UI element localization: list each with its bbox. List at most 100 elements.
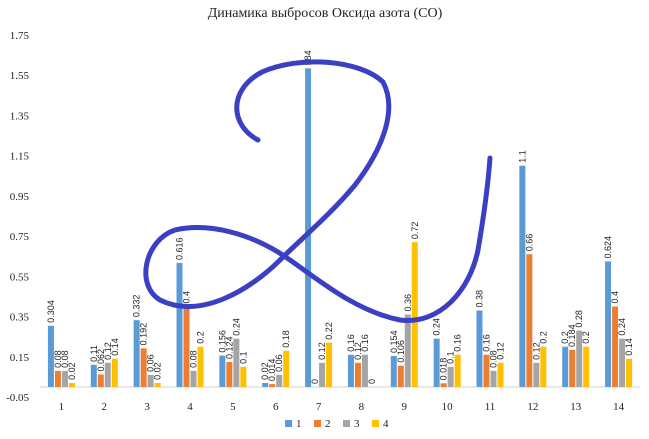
- x-tick-label: 7: [316, 401, 322, 413]
- y-tick-label: 1.75: [10, 30, 30, 42]
- bar-series-1: [347, 354, 354, 387]
- bar-series-1: [476, 310, 483, 387]
- data-label: 0.192: [139, 323, 149, 346]
- data-label: 0.02: [67, 362, 77, 380]
- data-label: 0.38: [475, 290, 485, 308]
- bar-series-3: [276, 374, 283, 387]
- data-label: 0.24: [617, 318, 627, 336]
- x-axis: 1 2 3 4 5 6 7 8 9 10 11 12 13 14: [40, 386, 640, 413]
- bar-series-2: [97, 374, 104, 387]
- data-label: 0.2: [538, 331, 548, 344]
- bar-series-3: [61, 370, 68, 387]
- bar-series-2: [54, 370, 61, 387]
- bar-series-1: [305, 68, 312, 387]
- legend-swatch-3: [343, 420, 350, 427]
- bar-series-1: [562, 346, 569, 387]
- data-label: 0.12: [496, 342, 506, 360]
- data-label: 0.106: [396, 340, 406, 363]
- data-label: 0.4: [610, 291, 620, 304]
- bar-series-3: [233, 338, 240, 387]
- data-label: 0.14: [624, 338, 634, 356]
- bar-series-4: [454, 354, 461, 387]
- bar-series-4: [497, 362, 504, 387]
- chart-title: Динамика выбросов Оксида азота (СО): [208, 6, 443, 21]
- y-tick-label: -0.05: [6, 392, 29, 404]
- bar-series-4: [583, 346, 590, 387]
- data-label: 0.12: [353, 342, 363, 360]
- x-tick-label: 11: [485, 401, 496, 413]
- data-label: 0.06: [274, 354, 284, 372]
- bar-series-4: [540, 346, 547, 387]
- data-label: 0.2: [196, 331, 206, 344]
- bar-series-1: [605, 261, 612, 387]
- bar-series-2: [226, 362, 233, 387]
- y-tick-label: 0.55: [10, 271, 30, 283]
- legend-swatch-1: [285, 420, 292, 427]
- x-tick-label: 1: [59, 401, 65, 413]
- data-label: 0.16: [346, 334, 356, 352]
- data-label: 0.154: [389, 330, 399, 353]
- data-label: 0.02: [153, 362, 163, 380]
- bar-series-1: [519, 165, 526, 387]
- bar-series-1: [90, 364, 97, 387]
- x-tick-label: 6: [273, 401, 279, 413]
- data-label: 0.1: [238, 351, 248, 364]
- scribble-annotation: [143, 59, 493, 323]
- bar-series-1: [133, 320, 140, 387]
- bar-series-2: [397, 365, 404, 387]
- bar-series-3: [576, 330, 583, 387]
- data-label: 0.616: [175, 238, 185, 261]
- data-label: 0.156: [217, 330, 227, 353]
- legend-swatch-4: [372, 420, 379, 427]
- bar-series-2: [183, 306, 190, 387]
- data-label: 0.014: [267, 359, 277, 382]
- data-label: 0.18: [281, 330, 291, 348]
- data-label: 1.1: [517, 150, 527, 163]
- bar-series-2: [483, 354, 490, 387]
- bar-series-4: [326, 342, 333, 387]
- bar-series-1: [47, 325, 54, 387]
- data-label: 0.12: [103, 342, 113, 360]
- bar-series-2: [354, 362, 361, 387]
- data-label: 0.02: [260, 362, 270, 380]
- data-label: 0.018: [439, 358, 449, 381]
- bar-series-4: [111, 358, 118, 387]
- x-tick-label: 4: [187, 401, 193, 413]
- bar-series-1: [262, 382, 269, 387]
- x-tick-label: 2: [102, 401, 108, 413]
- data-label: 0.2: [581, 331, 591, 344]
- bar-series-3: [533, 362, 540, 387]
- bar-series-3: [190, 370, 197, 387]
- data-label: 0.124: [224, 336, 234, 359]
- x-tick-label: 8: [359, 401, 365, 413]
- y-tick-label: 0.95: [10, 191, 30, 203]
- x-tick-label: 13: [570, 401, 582, 413]
- bar-series-3: [319, 362, 326, 387]
- data-label: 0.11: [89, 345, 99, 362]
- data-label: 0.4: [182, 291, 192, 304]
- bar-series-4: [626, 358, 633, 387]
- data-label: 0.2: [560, 331, 570, 344]
- bar-series-4: [68, 382, 75, 387]
- y-axis: 1.75 1.55 1.35 1.15 0.95 0.75 0.55 0.35 0.15 -0.0…: [6, 30, 29, 404]
- x-tick-label: 12: [527, 401, 538, 413]
- bar-series-1: [433, 338, 440, 387]
- data-label: 0: [367, 379, 377, 384]
- bar-series-3: [147, 374, 154, 387]
- legend-swatch-2: [314, 420, 321, 427]
- y-tick-label: 1.35: [10, 110, 30, 122]
- x-tick-label: 5: [230, 401, 236, 413]
- data-label: 0.36: [403, 294, 413, 312]
- bar-series-2: [140, 348, 147, 387]
- legend-label: 4: [383, 418, 389, 430]
- bar-series-1: [390, 355, 397, 387]
- data-label: 0.08: [53, 350, 63, 368]
- data-label: 0.062: [96, 349, 106, 372]
- data-label: 0.304: [46, 300, 56, 323]
- y-tick-label: 0.75: [10, 231, 30, 243]
- legend-label: 1: [296, 418, 302, 430]
- data-label: 0.28: [574, 310, 584, 328]
- data-label: 0.06: [146, 354, 156, 372]
- bar-series-2: [569, 349, 576, 387]
